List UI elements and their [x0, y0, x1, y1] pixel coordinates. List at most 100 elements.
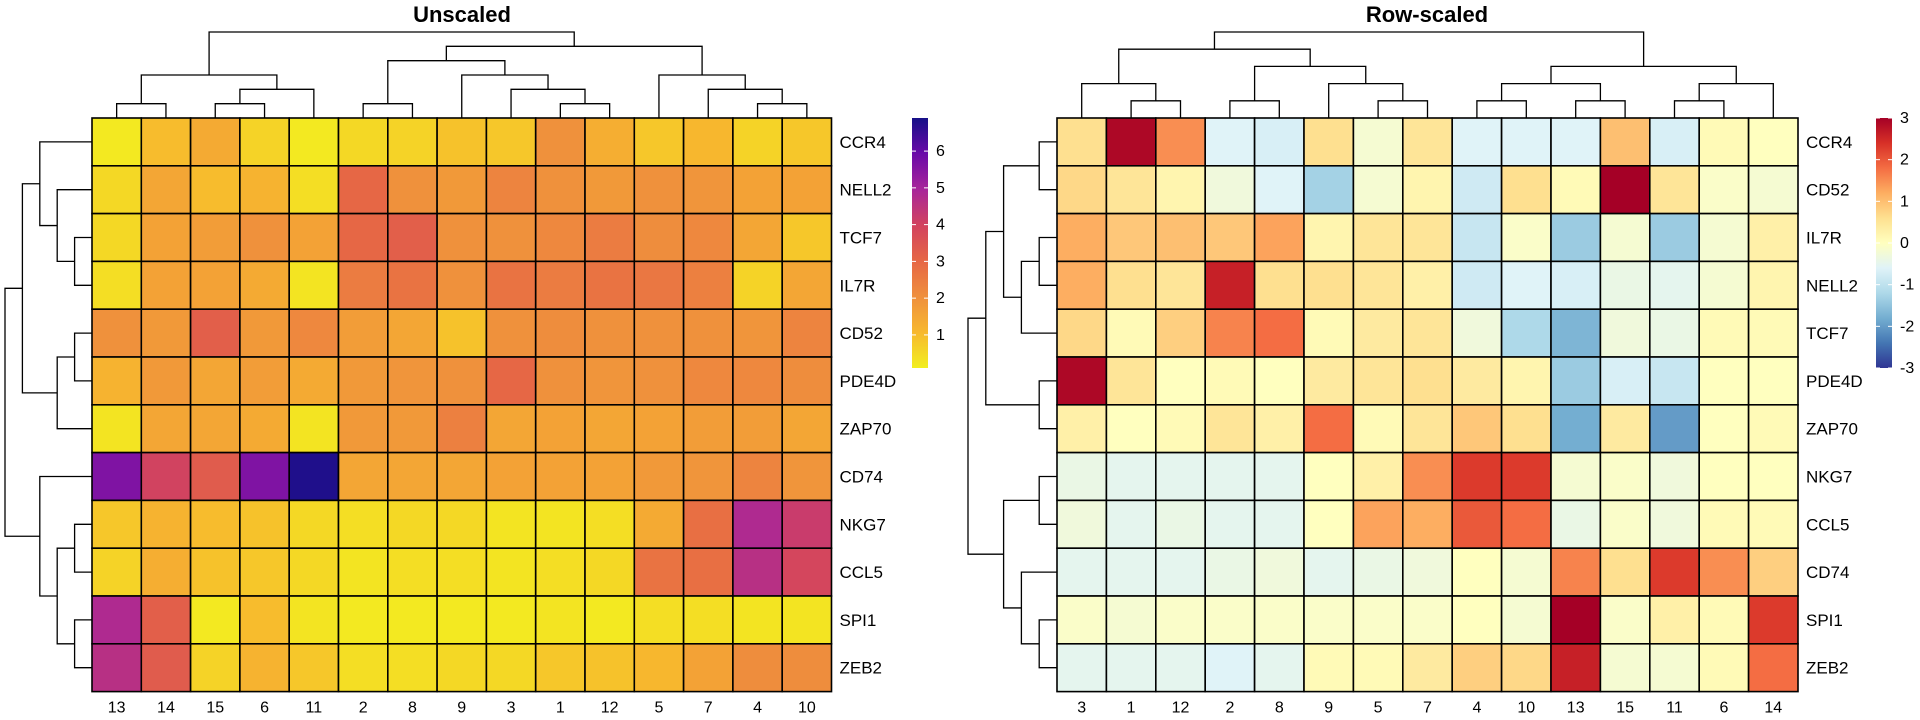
dendrogram-branch: [73, 523, 92, 573]
heatmap-cell-il7r-2: [1204, 212, 1256, 263]
heatmap-cell-pde4d-1: [534, 356, 586, 406]
heatmap-cell-ccr4-5: [1352, 117, 1404, 167]
heatmap-cell-il7r-12: [584, 260, 636, 310]
column-label-12: 12: [601, 700, 619, 717]
heatmap-cell-cd52-5: [633, 308, 685, 358]
heatmap-cell-tcf7-11: [1649, 308, 1701, 358]
heatmap-cell-ccl5-9: [1303, 499, 1355, 549]
heatmap-cell-spi1-1: [1105, 595, 1157, 645]
dendrogram-branch: [1130, 100, 1182, 118]
heatmap-cell-nkg7-2: [337, 499, 389, 549]
row-label-nkg7: NKG7: [1806, 468, 1852, 487]
row-label-pde4d: PDE4D: [1806, 372, 1863, 391]
heatmap-cell-spi1-15: [189, 595, 241, 645]
heatmap-cell-cd52-8: [1253, 165, 1305, 215]
heatmap-cell-cd52-4: [732, 308, 784, 358]
heatmap-cell-tcf7-5: [633, 212, 685, 263]
heatmap-cell-ccl5-3: [1056, 499, 1108, 549]
heatmap-cell-zap70-11: [288, 403, 340, 454]
heatmap-cell-zap70-12: [584, 403, 636, 454]
heatmap-cell-nell2-14: [1747, 260, 1799, 310]
heatmap-cell-zeb2-11: [288, 642, 340, 693]
heatmap-cell-zeb2-12: [1155, 642, 1207, 693]
column-label-9: 9: [1324, 700, 1333, 717]
heatmap-cell-nell2-12: [584, 165, 636, 215]
heatmap-cell-ccl5-10: [1500, 499, 1552, 549]
heatmap-cell-ccl5-2: [337, 547, 389, 597]
column-label-3: 3: [1077, 700, 1086, 717]
heatmap-cell-nkg7-4: [732, 499, 784, 549]
heatmap-cell-ccr4-3: [485, 117, 537, 167]
heatmap-cell-ccl5-13: [1550, 499, 1602, 549]
heatmap-cell-zap70-3: [485, 403, 537, 454]
heatmap-cell-nkg7-1: [534, 499, 586, 549]
heatmap-cell-spi1-11: [288, 595, 340, 645]
heatmap-cell-nell2-6: [1698, 260, 1750, 310]
heatmap-cell-nell2-10: [1500, 260, 1552, 310]
heatmap-cell-zap70-8: [386, 403, 438, 454]
heatmap-cell-ccr4-4: [1451, 117, 1503, 167]
panel-unscaled: Unscaled CCR4 NELL2 TCF7 IL7R CD52 PDE4D ZAP70…: [4, 2, 945, 717]
heatmap-cell-zeb2-4: [1451, 642, 1503, 693]
heatmap-cell-spi1-10: [1500, 595, 1552, 645]
heatmap-cell-nkg7-9: [1303, 451, 1355, 502]
heatmap-cell-nell2-6: [239, 165, 290, 215]
column-labels-unscaled: 13 14 15 6 11 2 8 9 3 1 12 5 7 4 10: [108, 700, 816, 717]
heatmap-cell-cd52-14: [1747, 165, 1799, 215]
heatmap-cell-tcf7-6: [239, 212, 290, 263]
column-dendrogram-unscaled: [116, 31, 808, 118]
heatmap-cell-ccl5-11: [288, 547, 340, 597]
heatmap-cell-spi1-2: [337, 595, 389, 645]
heatmap-cell-nell2-13: [1550, 260, 1602, 310]
heatmap-cell-nkg7-8: [1253, 451, 1305, 502]
heatmap-cell-cd74-2: [1204, 547, 1256, 597]
heatmap-cell-tcf7-11: [288, 212, 340, 263]
heatmap-cell-cd74-15: [1599, 547, 1651, 597]
heatmap-cell-cd74-10: [781, 451, 833, 502]
heatmap-cell-zap70-8: [1253, 403, 1305, 454]
dendrogram-branch: [208, 31, 575, 75]
row-labels-unscaled: CCR4 NELL2 TCF7 IL7R CD52 PDE4D ZAP70 CD74 NKG7 C…: [840, 133, 897, 678]
heatmap-cell-nell2-9: [436, 165, 488, 215]
column-label-1: 1: [1127, 700, 1136, 717]
heatmap-cell-zeb2-5: [633, 642, 685, 693]
heatmap-cell-il7r-15: [189, 260, 241, 310]
heatmap-cell-cd74-12: [584, 451, 636, 502]
heatmap-cell-cd74-14: [1747, 547, 1799, 597]
row-label-zeb2: ZEB2: [840, 659, 883, 678]
heatmap-cell-nell2-7: [1402, 260, 1454, 310]
dendrogram-branch: [214, 103, 266, 118]
heatmap-cell-ccl5-5: [633, 547, 685, 597]
row-label-ccl5: CCL5: [840, 563, 883, 582]
heatmap-cell-nkg7-3: [485, 499, 537, 549]
heatmap-cell-zap70-6: [239, 403, 290, 454]
heatmap-cell-nkg7-4: [1451, 451, 1503, 502]
heatmap-cell-spi1-15: [1599, 595, 1651, 645]
heatmap-cell-cd74-14: [140, 451, 192, 502]
colorbar-tick-label: 1: [936, 327, 945, 344]
dendrogram-branch: [1229, 100, 1280, 118]
heatmap-cell-cd74-7: [1402, 547, 1454, 597]
heatmap-cell-tcf7-15: [1599, 308, 1651, 358]
dendrogram-branch: [73, 619, 92, 669]
column-label-2: 2: [359, 700, 368, 717]
heatmap-cell-nkg7-1: [1105, 451, 1157, 502]
heatmap-cell-il7r-3: [485, 260, 537, 310]
heatmap-cell-ccr4-13: [91, 117, 143, 167]
heatmap-cell-spi1-4: [732, 595, 784, 645]
heatmap-cell-il7r-8: [386, 260, 438, 310]
dendrogram-branch: [559, 103, 611, 118]
heatmap-cell-zeb2-2: [1204, 642, 1256, 693]
heatmap-cell-cd52-2: [337, 308, 389, 358]
heatmap-cell-tcf7-13: [91, 212, 143, 263]
heatmap-cell-spi1-12: [1155, 595, 1207, 645]
row-label-tcf7: TCF7: [840, 229, 883, 248]
heatmap-cell-zap70-5: [1352, 403, 1404, 454]
heatmap-cell-pde4d-9: [1303, 356, 1355, 406]
heatmap-cell-zap70-10: [1500, 403, 1552, 454]
row-label-cd74: CD74: [840, 468, 883, 487]
heatmap-cell-spi1-10: [781, 595, 833, 645]
heatmap-cell-ccr4-12: [584, 117, 636, 167]
dendrogram-branch: [1020, 260, 1057, 334]
heatmap-cell-zap70-9: [436, 403, 488, 454]
